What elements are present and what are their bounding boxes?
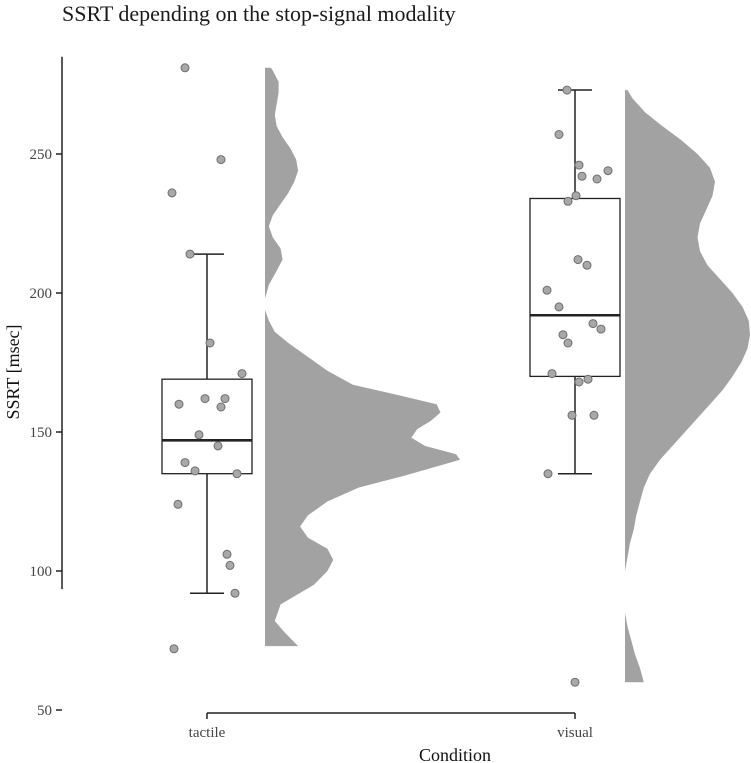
iqr-box-tactile xyxy=(161,378,253,475)
data-point-visual xyxy=(588,319,598,329)
data-point-tactile xyxy=(220,394,230,404)
y-tick-label: 100 xyxy=(30,564,53,580)
data-point-visual xyxy=(577,171,587,181)
data-point-tactile xyxy=(225,560,235,570)
data-point-visual xyxy=(573,255,583,265)
data-point-tactile xyxy=(200,394,210,404)
x-tick-label-tactile: tactile xyxy=(189,725,226,741)
data-point-tactile xyxy=(232,469,242,479)
density-clouds xyxy=(265,67,750,683)
data-point-visual xyxy=(570,677,580,687)
data-point-visual xyxy=(563,196,573,206)
data-point-tactile xyxy=(185,249,195,259)
data-point-visual xyxy=(554,130,564,139)
data-point-visual xyxy=(603,166,613,176)
data-point-tactile xyxy=(194,430,204,440)
data-point-visual xyxy=(571,191,581,201)
data-point-visual xyxy=(592,174,602,184)
data-point-visual xyxy=(547,369,557,379)
data-point-tactile xyxy=(174,399,184,409)
data-point-tactile xyxy=(216,155,226,165)
data-point-visual xyxy=(567,410,577,420)
y-axis-title: SSRT [msec] xyxy=(3,324,23,419)
density-cloud-visual xyxy=(625,90,750,683)
data-point-visual xyxy=(583,374,593,384)
data-point-tactile xyxy=(173,499,183,509)
data-point-visual xyxy=(589,410,599,420)
data-point-visual xyxy=(543,469,553,479)
data-point-visual xyxy=(582,260,592,270)
data-point-tactile xyxy=(190,466,200,476)
data-point-tactile xyxy=(230,588,240,598)
data-point-visual xyxy=(562,85,572,95)
y-tick-label: 150 xyxy=(30,425,53,441)
y-tick-label: 50 xyxy=(37,703,52,719)
data-point-tactile xyxy=(222,549,232,559)
data-point-tactile xyxy=(213,441,223,451)
data-point-tactile xyxy=(180,458,190,468)
data-point-tactile xyxy=(180,63,190,73)
y-tick-label: 200 xyxy=(30,286,53,302)
data-point-tactile xyxy=(205,338,215,348)
data-point-visual xyxy=(596,324,606,334)
data-point-tactile xyxy=(169,644,179,654)
y-axis: 50 100 150 200 250 xyxy=(30,56,63,719)
data-point-visual xyxy=(574,160,584,170)
data-point-visual xyxy=(554,302,564,312)
chart-title: SSRT depending on the stop-signal modali… xyxy=(62,1,456,26)
x-axis: tactile visual xyxy=(189,712,593,741)
boxplots xyxy=(161,89,621,594)
data-point-tactile xyxy=(216,402,226,412)
data-point-tactile xyxy=(167,188,177,198)
data-point-visual xyxy=(563,338,573,348)
y-tick-label: 250 xyxy=(30,147,53,163)
data-point-visual xyxy=(542,285,552,295)
x-axis-title: Condition xyxy=(419,745,491,763)
data-point-visual xyxy=(574,377,584,387)
data-point-tactile xyxy=(237,369,247,379)
data-point-visual xyxy=(558,330,568,340)
x-tick-label-visual: visual xyxy=(557,725,593,741)
density-cloud-tactile xyxy=(265,67,460,647)
data-points xyxy=(167,63,613,687)
